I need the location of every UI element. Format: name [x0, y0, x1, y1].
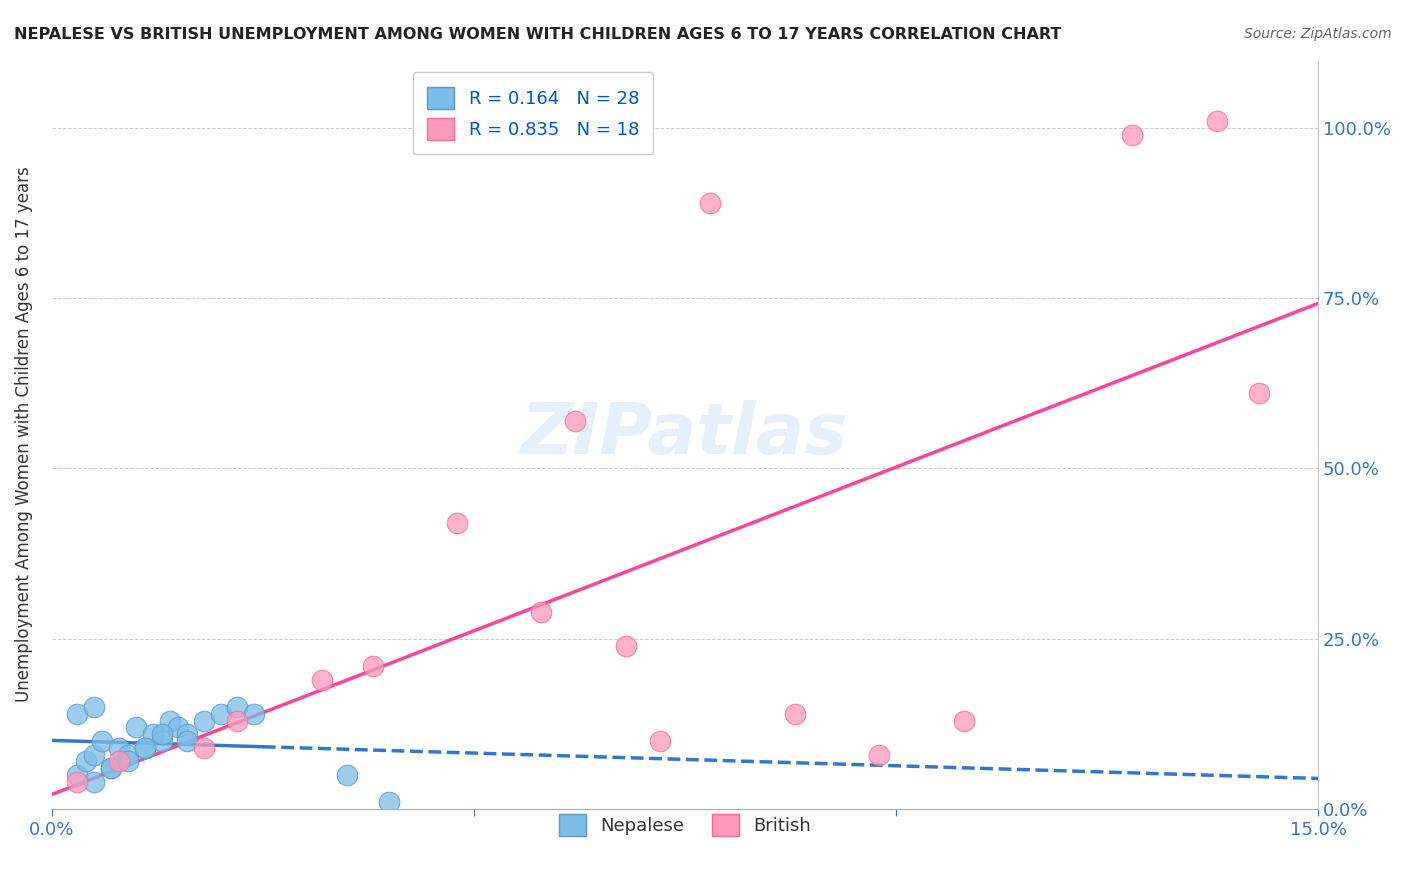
Point — [1247, 386, 1270, 401]
Point — [91, 734, 114, 748]
Point — [226, 714, 249, 728]
Point — [361, 659, 384, 673]
Point — [193, 714, 215, 728]
Point — [311, 673, 333, 687]
Y-axis label: Unemployment Among Women with Children Ages 6 to 17 years: Unemployment Among Women with Children A… — [15, 167, 32, 702]
Text: Source: ZipAtlas.com: Source: ZipAtlas.com — [1244, 27, 1392, 41]
Point — [83, 775, 105, 789]
Point — [1205, 114, 1227, 128]
Point — [1121, 128, 1143, 142]
Point — [167, 720, 190, 734]
Text: ZIPatlas: ZIPatlas — [522, 400, 849, 469]
Point — [159, 714, 181, 728]
Point — [446, 516, 468, 530]
Point — [83, 700, 105, 714]
Point — [66, 775, 89, 789]
Point — [176, 727, 198, 741]
Point — [699, 195, 721, 210]
Point — [176, 734, 198, 748]
Point — [648, 734, 671, 748]
Point — [134, 740, 156, 755]
Point — [193, 740, 215, 755]
Point — [243, 706, 266, 721]
Point — [125, 720, 148, 734]
Point — [83, 747, 105, 762]
Point — [564, 414, 586, 428]
Point — [117, 747, 139, 762]
Point — [66, 706, 89, 721]
Point — [530, 605, 553, 619]
Point — [100, 761, 122, 775]
Point — [783, 706, 806, 721]
Point — [150, 734, 173, 748]
Point — [336, 768, 359, 782]
Text: NEPALESE VS BRITISH UNEMPLOYMENT AMONG WOMEN WITH CHILDREN AGES 6 TO 17 YEARS CO: NEPALESE VS BRITISH UNEMPLOYMENT AMONG W… — [14, 27, 1062, 42]
Legend: Nepalese, British: Nepalese, British — [550, 805, 820, 845]
Point — [868, 747, 890, 762]
Point — [134, 740, 156, 755]
Point — [614, 639, 637, 653]
Point — [226, 700, 249, 714]
Point — [108, 755, 131, 769]
Point — [108, 740, 131, 755]
Point — [209, 706, 232, 721]
Point — [142, 727, 165, 741]
Point — [100, 761, 122, 775]
Point — [117, 755, 139, 769]
Point — [66, 768, 89, 782]
Point — [952, 714, 974, 728]
Point — [150, 727, 173, 741]
Point — [378, 795, 401, 809]
Point — [75, 755, 97, 769]
